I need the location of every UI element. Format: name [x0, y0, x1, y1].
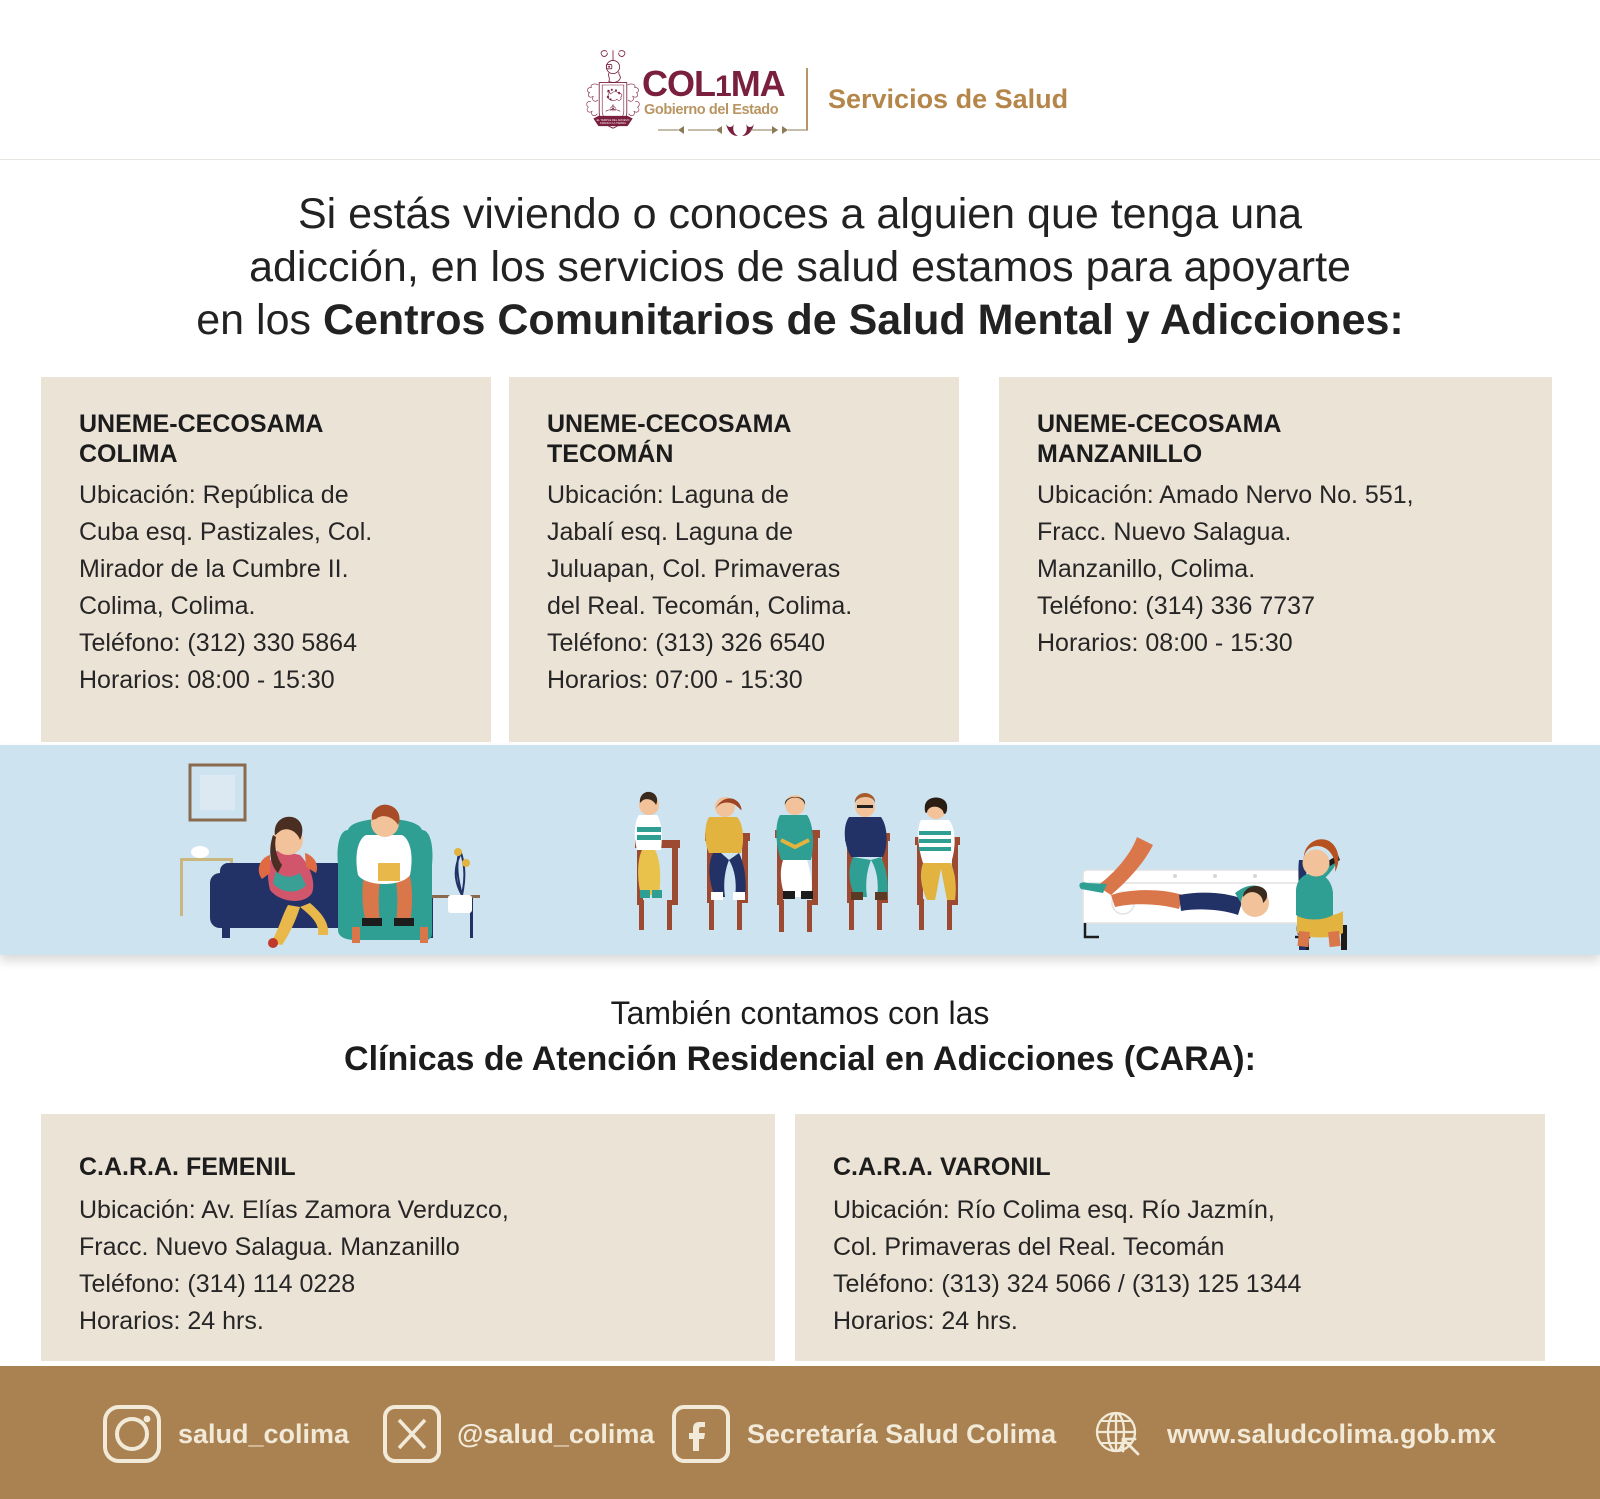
svg-text:FRANCO LA TIERRA: FRANCO LA TIERRA	[600, 121, 626, 125]
svg-text:EL TEMPLE DEL AMUEVO: EL TEMPLE DEL AMUEVO	[597, 118, 630, 122]
